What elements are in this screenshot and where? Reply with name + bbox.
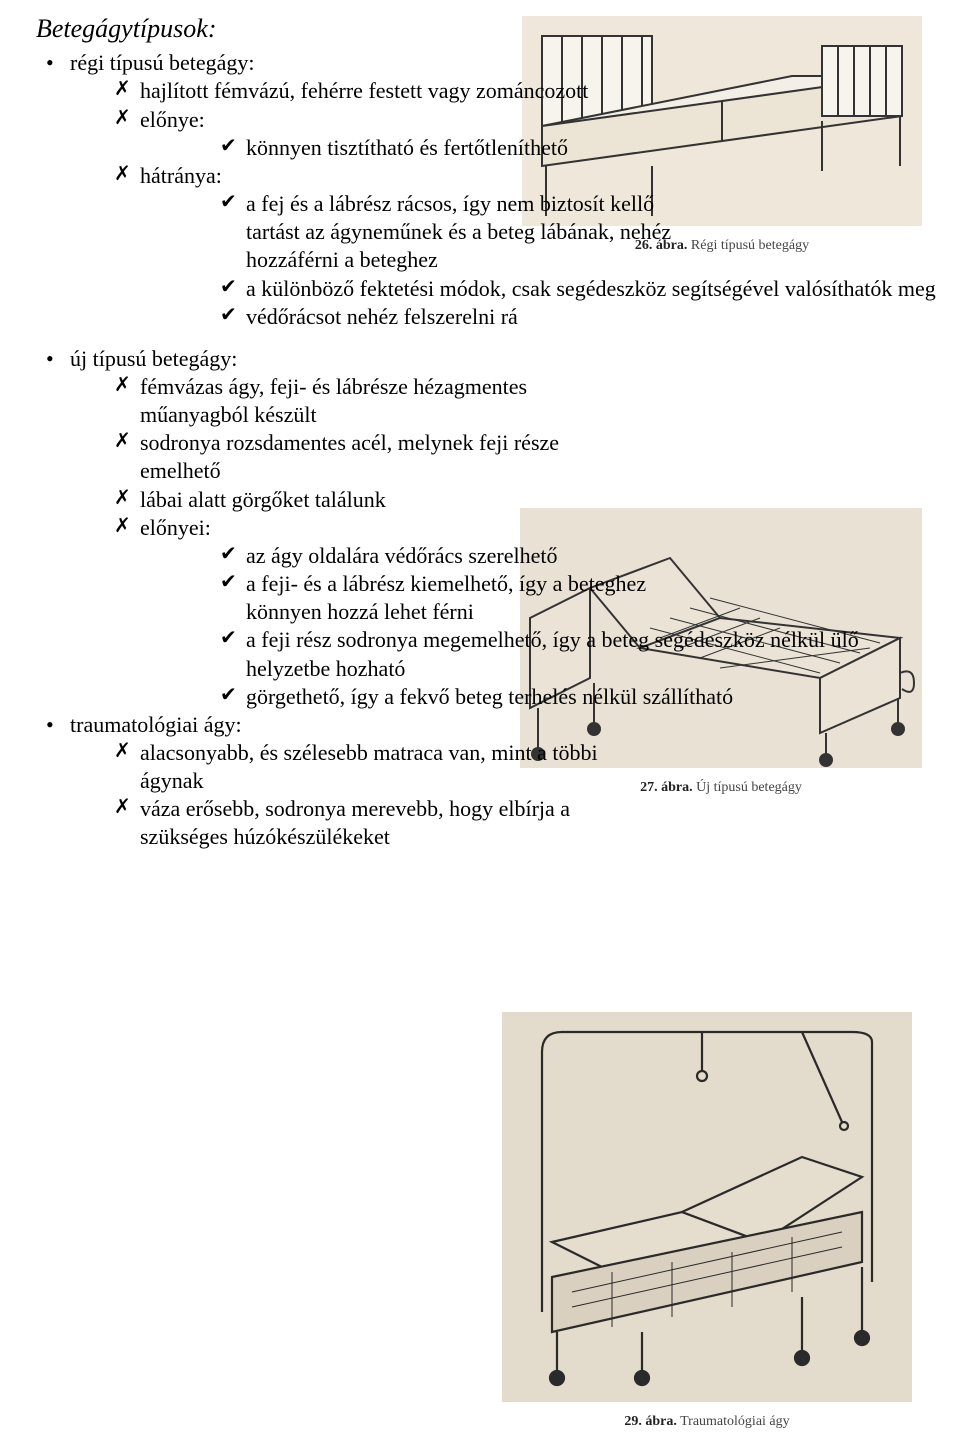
list-item: a feji rész sodronya megemelhető, így a … [140,626,940,682]
list-item: alacsonyabb, és szélesebb matraca van, m… [70,739,620,795]
fig3-num: 29. ábra. [624,1414,677,1429]
list-item: sodronya rozsdamentes acél, melynek feji… [70,429,620,485]
sub-heading: előnye: [140,107,205,132]
list-item: hajlított fémvázú, fehérre festett vagy … [70,77,590,105]
list-item: előnyei: az ágy oldalára védőrács szerel… [70,514,940,711]
list-item: lábai alatt görgőket találunk [70,486,620,514]
section-new-bed: új típusú betegágy: fémvázas ágy, feji- … [36,345,940,711]
list-item: hátránya: a fej és a lábrész rácsos, így… [70,162,940,331]
section-trauma-bed: traumatológiai ágy: alacsonyabb, és szél… [36,711,940,852]
list-item: fémvázas ágy, feji- és lábrésze hézagmen… [70,373,620,429]
section-old-bed: régi típusú betegágy: hajlított fémvázú,… [36,49,940,331]
list-item: a fej és a lábrész rácsos, így nem bizto… [140,190,696,274]
list-item: görgethető, így a fekvő beteg terhelés n… [140,683,940,711]
list-item: előnye: könnyen tisztítható és fertőtlen… [70,106,940,162]
list-item: a feji- és a lábrész kiemelhető, így a b… [140,570,726,626]
list-item: a különböző fektetési módok, csak segéde… [140,275,940,303]
list-item: az ágy oldalára védőrács szerelhető [140,542,726,570]
section-heading: traumatológiai ágy: [70,712,242,737]
figure-trauma-bed: 29. ábra. Traumatológiai ágy [492,1012,922,1431]
sub-heading: előnyei: [140,515,211,540]
section-heading: régi típusú betegágy: [70,50,255,75]
outline-root: régi típusú betegágy: hajlított fémvázú,… [36,49,940,851]
sub-heading: hátránya: [140,163,222,188]
list-item: könnyen tisztítható és fertőtleníthető [140,134,696,162]
list-item: váza erősebb, sodronya merevebb, hogy el… [70,795,620,851]
list-item: védőrácsot nehéz felszerelni rá [140,303,940,331]
section-heading: új típusú betegágy: [70,346,237,371]
trauma-bed-illustration [502,1012,912,1402]
fig3-label: Traumatológiai ágy [680,1414,790,1429]
